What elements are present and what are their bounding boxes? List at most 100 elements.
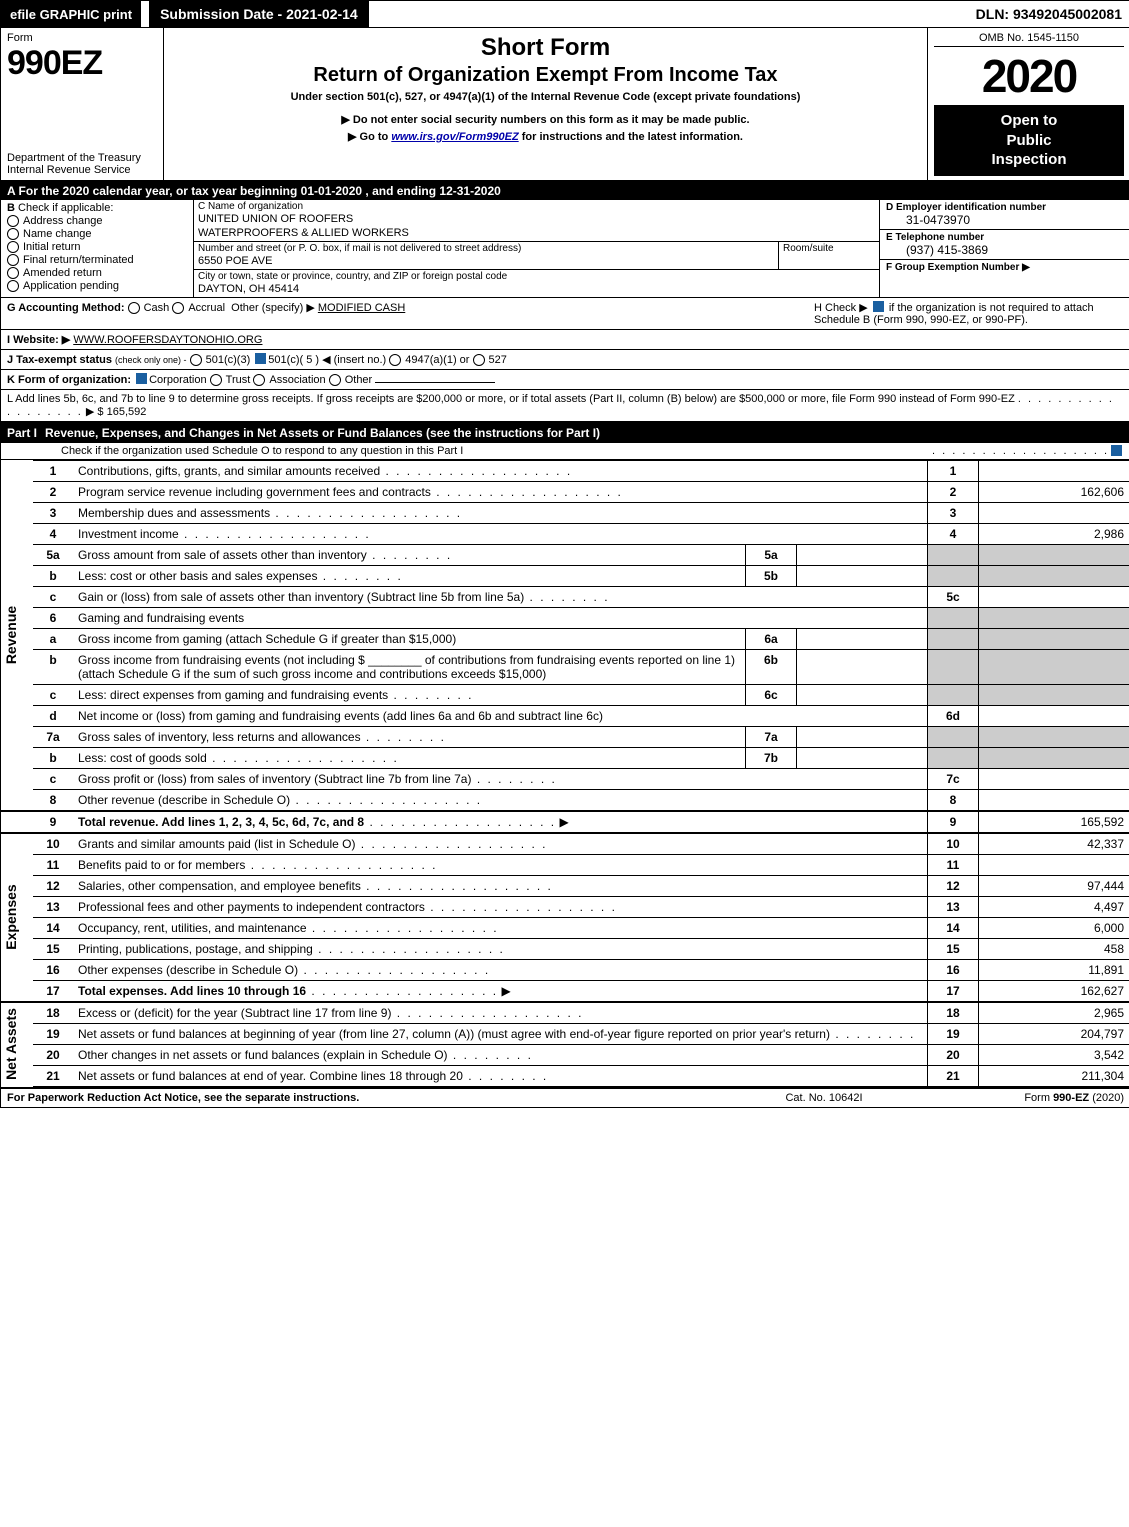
goto-post: for instructions and the latest informat… (522, 131, 743, 143)
line-desc: Less: cost or other basis and sales expe… (73, 565, 746, 586)
section-b: B Check if applicable: Address change Na… (1, 200, 194, 297)
h-text1: H Check ▶ (814, 302, 868, 314)
line-6c: c Less: direct expenses from gaming and … (1, 684, 1129, 705)
check-app-pending[interactable]: Application pending (7, 280, 187, 292)
circle-icon (7, 280, 19, 292)
line-ref: 4 (928, 523, 979, 544)
sub-val (797, 544, 928, 565)
row-j: J Tax-exempt status (check only one) - 5… (1, 350, 1129, 370)
check-initial-return[interactable]: Initial return (7, 241, 187, 253)
line-18: Net Assets 18 Excess or (deficit) for th… (1, 1002, 1129, 1024)
org-name1: UNITED UNION OF ROOFERS (194, 213, 879, 227)
desc-text: Excess or (deficit) for the year (Subtra… (78, 1006, 391, 1020)
page-footer: For Paperwork Reduction Act Notice, see … (1, 1087, 1129, 1107)
checkbox-filled-icon[interactable] (873, 301, 884, 312)
submission-date-button[interactable]: Submission Date - 2021-02-14 (149, 1, 369, 27)
check-label: Application pending (23, 280, 119, 292)
j-opt2: 501(c)( 5 ) ◀ (insert no.) (268, 354, 386, 366)
line-num: c (33, 684, 73, 705)
line-desc: Gaming and fundraising events (73, 607, 928, 628)
dots (830, 1027, 915, 1041)
check-address-change[interactable]: Address change (7, 215, 187, 227)
line-ref: 12 (928, 875, 979, 896)
circle-icon[interactable] (329, 374, 341, 386)
efile-print-button[interactable]: efile GRAPHIC print (1, 1, 141, 27)
line-7a: 7a Gross sales of inventory, less return… (1, 726, 1129, 747)
ein-val: 31-0473970 (886, 213, 1124, 227)
open-to-public: Open to Public Inspection (934, 105, 1124, 176)
line-num: 1 (33, 460, 73, 481)
check-label: Name change (23, 228, 92, 240)
footer-left: For Paperwork Reduction Act Notice, see … (7, 1092, 724, 1104)
circle-icon[interactable] (389, 354, 401, 366)
line-ref: 11 (928, 854, 979, 875)
line-ref: 13 (928, 896, 979, 917)
city-val: DAYTON, OH 45414 (194, 283, 879, 297)
line-desc: Total expenses. Add lines 10 through 16 … (73, 980, 928, 1002)
row-i: I Website: ▶ WWW.ROOFERSDAYTONOHIO.ORG (1, 330, 1129, 350)
desc-text: Net assets or fund balances at beginning… (78, 1027, 830, 1041)
check-label: Amended return (23, 267, 102, 279)
line-num: 4 (33, 523, 73, 544)
shade-cell (928, 726, 979, 747)
line-num: 2 (33, 481, 73, 502)
checkbox-filled-icon[interactable] (136, 373, 147, 384)
line-15: 15 Printing, publications, postage, and … (1, 938, 1129, 959)
line-desc: Investment income (73, 523, 928, 544)
line-desc: Contributions, gifts, grants, and simila… (73, 460, 928, 481)
dots (361, 730, 446, 744)
line-5c: c Gain or (loss) from sale of assets oth… (1, 586, 1129, 607)
circle-icon[interactable] (128, 302, 140, 314)
line-ref: 14 (928, 917, 979, 938)
tel-val: (937) 415-3869 (886, 243, 1124, 257)
dots (448, 1048, 533, 1062)
line-num: 17 (33, 980, 73, 1002)
dots (179, 527, 371, 541)
line-amount (979, 789, 1129, 811)
part1-tab: Part I (7, 426, 45, 440)
goto-pre: ▶ Go to (348, 131, 391, 143)
checkbox-filled-icon[interactable] (255, 353, 266, 364)
circle-icon[interactable] (190, 354, 202, 366)
period-text-b: , and ending (365, 184, 439, 198)
section-h: H Check ▶ if the organization is not req… (814, 301, 1124, 326)
website-link[interactable]: WWW.ROOFERSDAYTONOHIO.ORG (73, 334, 262, 346)
section-def: D Employer identification number 31-0473… (879, 200, 1129, 297)
j-opt4: 527 (489, 354, 507, 366)
checkbox-filled-icon[interactable] (1111, 445, 1122, 456)
row-l: L Add lines 5b, 6c, and 7b to line 9 to … (1, 390, 1129, 423)
section-g: G Accounting Method: Cash Accrual Other … (7, 301, 814, 326)
circle-icon[interactable] (210, 374, 222, 386)
line-amount (979, 460, 1129, 481)
check-name-change[interactable]: Name change (7, 228, 187, 240)
line-num: 15 (33, 938, 73, 959)
check-final-return[interactable]: Final return/terminated (7, 254, 187, 266)
under-section: Under section 501(c), 527, or 4947(a)(1)… (172, 91, 919, 103)
row-gh: G Accounting Method: Cash Accrual Other … (1, 298, 1129, 330)
goto-link[interactable]: www.irs.gov/Form990EZ (391, 131, 518, 143)
side-expenses: Expenses (1, 833, 33, 1002)
dots (431, 485, 623, 499)
open-line1: Open to (1001, 112, 1058, 129)
desc-text: Gross profit or (loss) from sales of inv… (78, 772, 471, 786)
desc-text: Benefits paid to or for members (78, 858, 245, 872)
line-19: 19 Net assets or fund balances at beginn… (1, 1023, 1129, 1044)
circle-icon[interactable] (473, 354, 485, 366)
org-name2: WATERPROOFERS & ALLIED WORKERS (194, 227, 879, 241)
circle-icon[interactable] (172, 302, 184, 314)
desc-text: Net assets or fund balances at end of ye… (78, 1069, 463, 1083)
circle-icon[interactable] (253, 374, 265, 386)
check-amended[interactable]: Amended return (7, 267, 187, 279)
dots (471, 772, 556, 786)
desc-text: Salaries, other compensation, and employ… (78, 879, 361, 893)
top-bar: efile GRAPHIC print Submission Date - 20… (1, 1, 1129, 28)
check-label: Initial return (23, 241, 80, 253)
desc-text: Total revenue. Add lines 1, 2, 3, 4, 5c,… (78, 815, 364, 829)
g-label: G Accounting Method: (7, 302, 125, 314)
line-amount: 2,965 (979, 1002, 1129, 1024)
line-num: a (33, 628, 73, 649)
k-other: Other (345, 374, 373, 386)
dln-label: DLN: 93492045002081 (968, 1, 1129, 27)
k-other-blank[interactable] (375, 382, 495, 383)
open-line2: Public (1006, 132, 1051, 149)
